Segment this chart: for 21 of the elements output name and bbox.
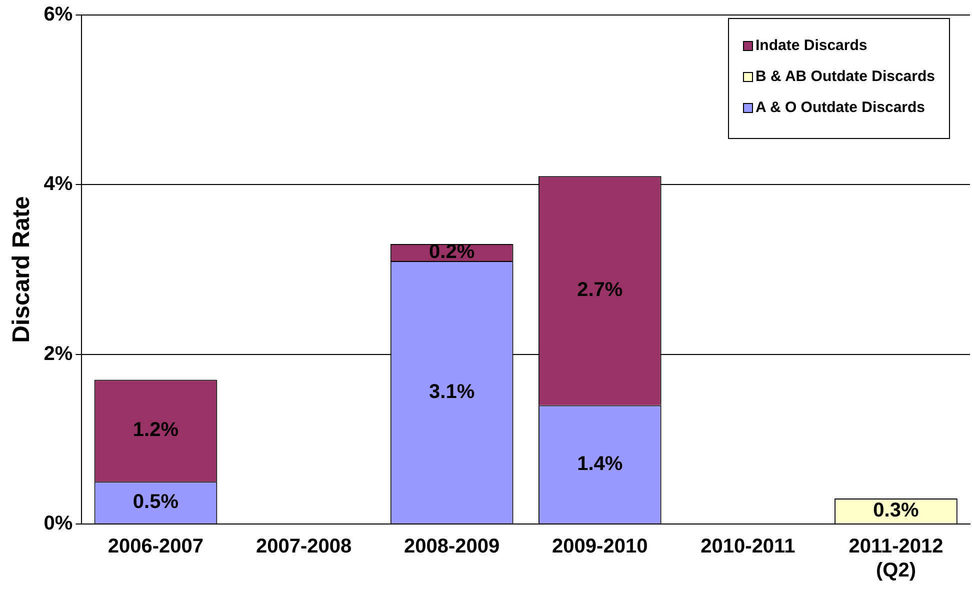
data-label: 1.4% — [577, 452, 623, 475]
x-tick-label: 2007-2008 — [256, 536, 352, 558]
x-tick-label: 2009-2010 — [552, 536, 648, 558]
y-tick-label: 0% — [44, 512, 73, 535]
data-label: 0.2% — [429, 241, 475, 264]
y-tick-label: 2% — [44, 342, 73, 365]
y-tick-label: 6% — [44, 4, 73, 26]
legend-label: A & O Outdate Discards — [756, 99, 925, 116]
legend-label: Indate Discards — [756, 37, 868, 54]
x-tick-label: 2006-2007 — [108, 536, 204, 558]
x-tick-label: 2010-2011 — [700, 536, 796, 558]
data-label: 0.5% — [132, 491, 179, 514]
x-tick-label: 2008-2009 — [404, 536, 500, 558]
data-label: 2.7% — [577, 279, 623, 302]
x-tick-label: 2011-2012 (Q2) — [848, 536, 944, 582]
legend-label: B & AB Outdate Discards — [756, 68, 935, 85]
data-label: 0.3% — [873, 500, 919, 522]
y-axis-title: Discard Rate — [8, 196, 36, 343]
data-label: 3.1% — [429, 380, 475, 403]
data-label: 1.2% — [132, 419, 179, 442]
y-tick-label: 4% — [44, 173, 73, 196]
